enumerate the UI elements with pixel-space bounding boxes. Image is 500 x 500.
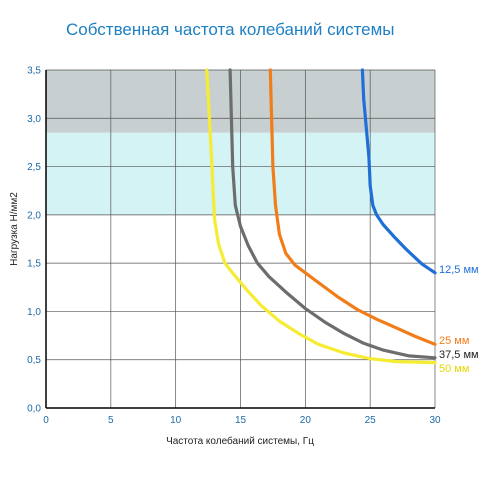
series-line-3 (205, 68, 437, 365)
chart-title: Собственная частота колебаний системы (66, 20, 395, 39)
series-line-2 (228, 68, 437, 360)
y-tick-label: 2,5 (27, 162, 41, 173)
y-tick-label: 0,5 (27, 355, 41, 366)
x-tick-label: 15 (235, 415, 247, 426)
series-name-label-0: 12,5 мм (439, 264, 479, 276)
y-tick-label: 1,5 (27, 259, 41, 270)
series-line-0 (360, 68, 437, 275)
y-axis-title: Нагрузка Н/мм2 (9, 192, 20, 266)
y-tick-label: 3,0 (27, 114, 41, 125)
series-layer (205, 68, 437, 365)
x-tick-label: 10 (170, 415, 182, 426)
series-name-label-3: 50 мм (439, 363, 469, 375)
y-tick-label: 0,0 (27, 404, 41, 415)
ticks-layer: 0 5 10 15 20 25 30 0,0 0,5 1,0 1,5 2,0 2,5 3,0 3,5 (27, 66, 441, 427)
series-line-1 (268, 68, 437, 346)
x-tick-label: 5 (108, 415, 114, 426)
x-tick-label: 20 (300, 415, 312, 426)
labels-layer: Частота колебаний системы, Гц Нагрузка Н/… (9, 192, 479, 447)
x-tick-label: 30 (429, 415, 441, 426)
y-tick-label: 1,0 (27, 307, 41, 318)
x-tick-label: 25 (365, 415, 377, 426)
x-tick-label: 0 (43, 415, 49, 426)
y-tick-label: 3,5 (27, 66, 41, 77)
series-name-label-1: 25 мм (439, 335, 469, 347)
series-name-label-2: 37,5 мм (439, 349, 479, 361)
y-tick-label: 2,0 (27, 210, 41, 221)
x-axis-title: Частота колебаний системы, Гц (166, 435, 314, 447)
axes-layer (45, 70, 435, 409)
